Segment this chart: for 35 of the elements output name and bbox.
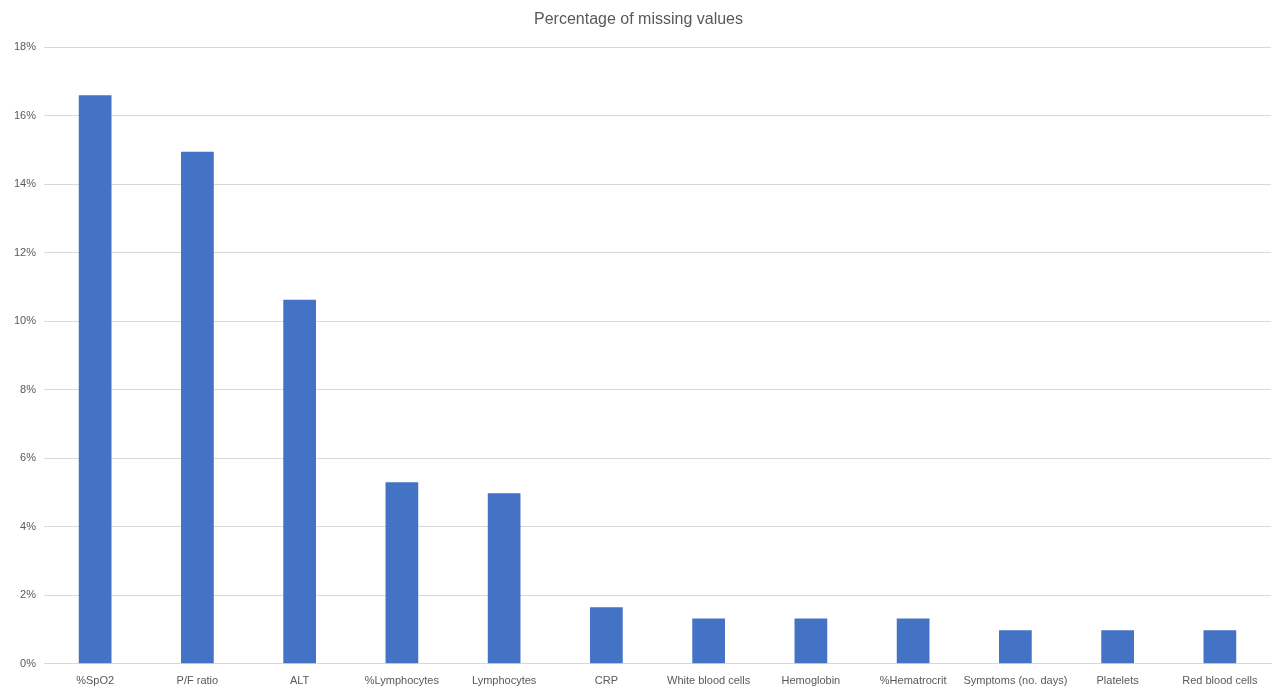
bar xyxy=(78,95,112,664)
y-tick-label: 8% xyxy=(20,382,37,395)
x-tick-label: Lymphocytes xyxy=(471,674,537,687)
bar xyxy=(487,493,521,664)
x-tick-label: %Lymphocytes xyxy=(364,674,440,687)
y-tick-label: 0% xyxy=(20,656,37,669)
x-tick-label: %SpO2 xyxy=(76,674,115,687)
x-tick-label: Symptoms (no. days) xyxy=(963,674,1068,687)
x-tick-label: Red blood cells xyxy=(1182,674,1258,687)
y-tick-label: 16% xyxy=(13,108,37,121)
bar xyxy=(283,299,316,664)
chart-title: Percentage of missing values xyxy=(534,10,743,28)
x-tick-label: ALT xyxy=(289,674,310,687)
bar xyxy=(385,482,419,664)
x-tick-label: White blood cells xyxy=(667,674,751,687)
bar xyxy=(999,630,1032,664)
y-tick-label: 14% xyxy=(13,177,37,190)
y-tick-label: 6% xyxy=(20,451,37,464)
x-tick-label: Platelets xyxy=(1096,674,1140,687)
bar xyxy=(590,607,623,664)
bar xyxy=(794,618,828,664)
bar xyxy=(692,618,725,664)
bar xyxy=(1101,630,1134,664)
y-tick-label: 18% xyxy=(13,40,37,53)
y-tick-label: 10% xyxy=(13,314,37,327)
bar xyxy=(181,151,214,664)
y-tick-label: 4% xyxy=(20,519,37,532)
y-tick-label: 2% xyxy=(20,588,37,601)
x-tick-label: P/F ratio xyxy=(176,674,219,687)
bar xyxy=(1203,630,1237,664)
bar xyxy=(896,618,930,664)
x-tick-label: Hemoglobin xyxy=(781,674,841,687)
x-tick-label: CRP xyxy=(594,674,618,687)
y-tick-label: 12% xyxy=(13,245,37,258)
x-tick-label: %Hematrocrit xyxy=(879,674,947,687)
